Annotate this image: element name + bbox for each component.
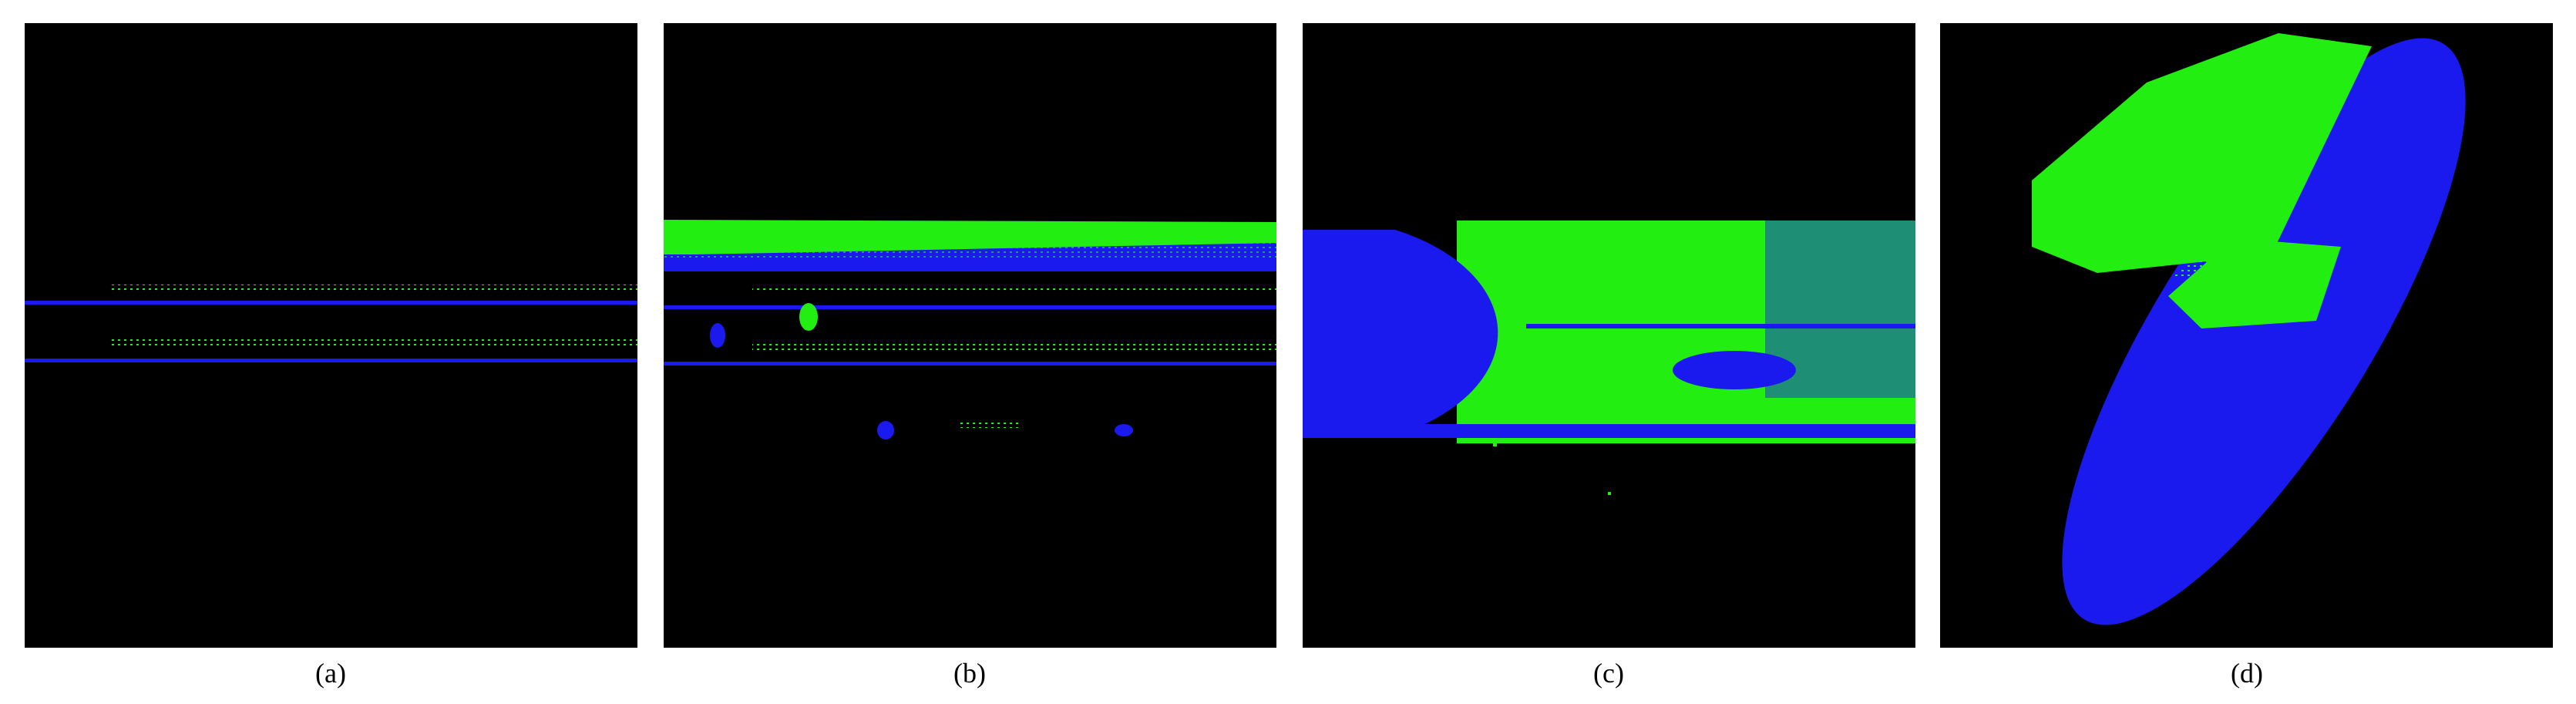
blue-surface <box>1303 230 1498 436</box>
green-object <box>957 420 1018 428</box>
blue-object <box>1115 424 1133 436</box>
blue-patch <box>1673 351 1796 389</box>
blue-line <box>25 301 637 305</box>
green-point <box>1493 443 1497 446</box>
green-object <box>799 303 818 331</box>
blue-line <box>664 305 1276 309</box>
caption: (a) <box>315 658 346 689</box>
green-points <box>752 287 1276 291</box>
blue-line <box>25 359 637 362</box>
green-arch <box>2032 33 2372 273</box>
caption: (c) <box>1593 658 1624 689</box>
caption: (b) <box>953 658 986 689</box>
panel-background <box>25 23 637 648</box>
panel-a <box>25 23 637 648</box>
green-point <box>1608 492 1611 495</box>
blue-object <box>877 421 894 440</box>
green-points <box>1457 221 1915 443</box>
blue-object <box>710 323 725 348</box>
caption: (d) <box>2231 658 2263 689</box>
blue-line <box>1526 324 1915 328</box>
green-points <box>664 235 1276 258</box>
panel-b <box>664 23 1276 648</box>
blue-body <box>2062 38 2466 625</box>
green-points <box>109 339 637 345</box>
panel-c <box>1303 23 1915 648</box>
blue-line <box>664 362 1276 365</box>
green-points <box>109 285 637 290</box>
panel-d <box>1940 23 2553 648</box>
blue-surface <box>1303 424 1915 438</box>
panel-background <box>664 23 1276 648</box>
green-points <box>752 344 1276 350</box>
green-points <box>2171 254 2302 278</box>
